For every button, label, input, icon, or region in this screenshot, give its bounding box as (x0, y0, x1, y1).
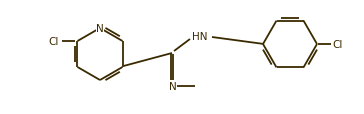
Text: HN: HN (192, 32, 208, 42)
Text: Cl: Cl (48, 37, 59, 47)
Text: Cl: Cl (332, 40, 343, 50)
Text: N: N (169, 81, 177, 91)
Text: N: N (96, 24, 104, 34)
